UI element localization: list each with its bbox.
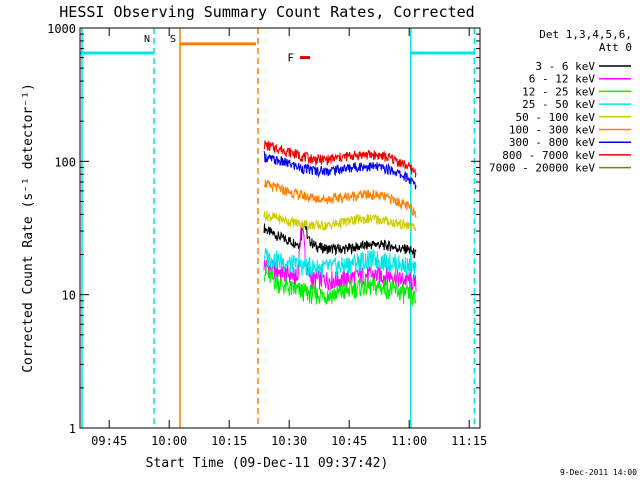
footer-date: 9-Dec-2011 14:00 [560,468,637,477]
y-tick-label-2: 100 [54,155,76,169]
y-tick-label-0: 1 [69,422,76,436]
x-tick-label-2: 10:15 [211,434,247,448]
legend-title-line1: Det 1,3,4,5,6, [539,28,632,41]
marker-label-n: N [144,34,150,45]
legend-label-1: 6 - 12 keV [529,73,596,86]
series-line-2 [263,264,417,306]
legend-label-5: 100 - 300 keV [509,124,595,137]
y-axis-label: Corrected Count Rate (s⁻¹ detector⁻¹) [21,83,36,373]
series-line-4 [263,210,417,232]
series-line-0 [263,221,417,259]
markers-layer: N S F [80,28,476,428]
x-tick-label-6: 11:15 [451,434,487,448]
x-axis-label: Start Time (09-Dec-11 09:37:42) [146,456,389,471]
legend-label-0: 3 - 6 keV [535,60,595,73]
x-tick-label-1: 10:00 [151,434,187,448]
bar-label-flare: F [287,52,294,65]
series-layer [263,140,417,306]
chart-title: HESSI Observing Summary Count Rates, Cor… [59,3,474,21]
marker-label-s: S [170,34,176,45]
x-tick-label-4: 10:45 [331,434,367,448]
series-line-3 [263,248,417,278]
y-tick-label-3: 1000 [47,22,76,36]
series-line-6 [263,150,417,190]
series-line-5 [263,178,417,219]
legend-label-8: 7000 - 20000 keV [489,162,595,175]
legend-label-2: 12 - 25 keV [522,85,595,98]
legend-label-3: 25 - 50 keV [522,98,595,111]
axes-layer: 09:45 10:00 10:15 10:30 10:45 11:00 11:15 1 10 10… [47,22,487,448]
x-tick-label-0: 09:45 [91,434,127,448]
series-line-7 [263,140,417,178]
y-tick-label-1: 10 [62,289,76,303]
x-tick-label-3: 10:30 [271,434,307,448]
series-line-1 [263,222,417,293]
plot-frame [79,27,481,429]
legend-label-4: 50 - 100 keV [516,111,596,124]
legend-label-6: 300 - 800 keV [509,136,595,149]
legend-title-line2: Att 0 [599,41,632,54]
x-tick-label-5: 11:00 [391,434,427,448]
legend-label-7: 800 - 7000 keV [502,149,595,162]
